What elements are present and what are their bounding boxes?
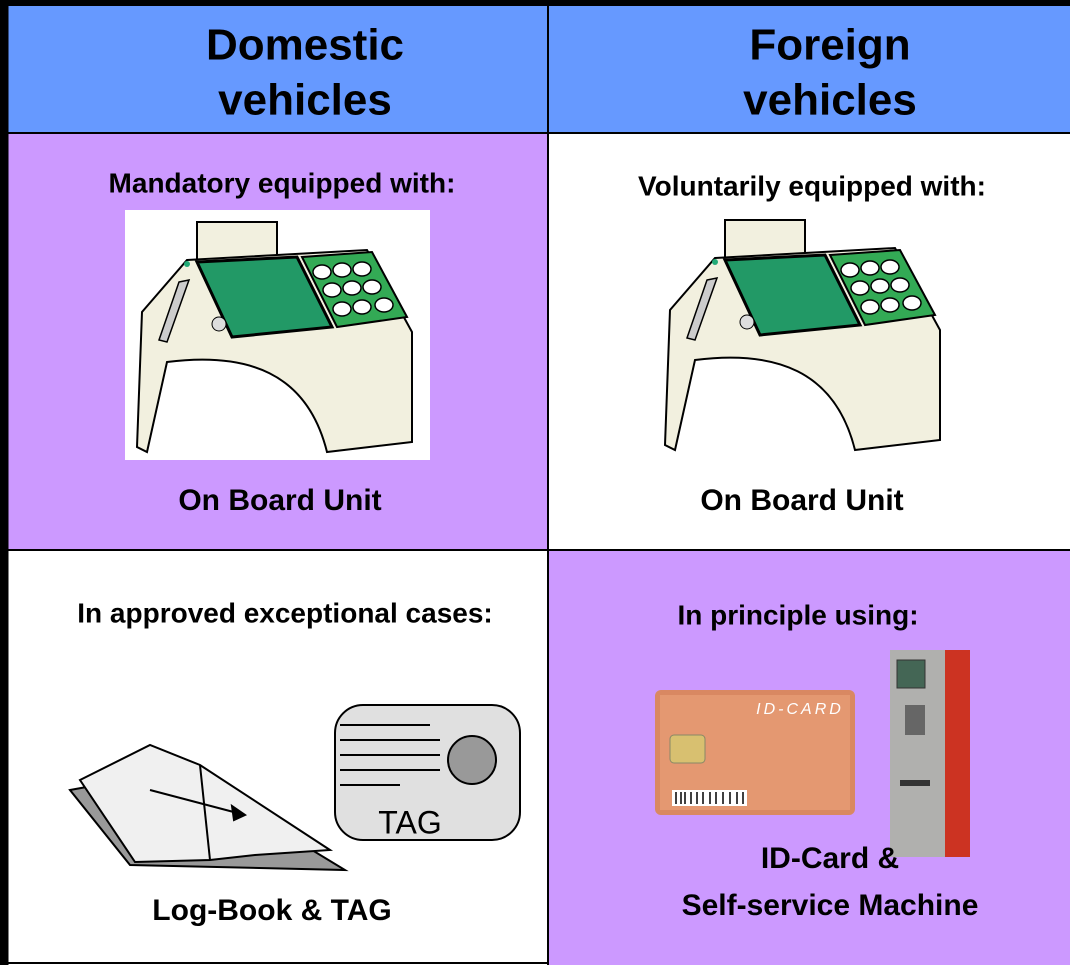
cell-heading: In approved exceptional cases: [77, 597, 493, 628]
cell-caption: Log-Book & TAG [152, 894, 391, 927]
logbook-icon [68, 743, 349, 872]
id-card-label: ID-CARD [756, 701, 844, 718]
column-title: Domestic [206, 21, 404, 70]
cell-heading: In principle using: [677, 599, 918, 630]
cell-caption: Self-service Machine [682, 889, 979, 922]
cell-caption: On Board Unit [700, 484, 903, 517]
machine-icon [890, 650, 970, 857]
cell-caption: ID-Card & [761, 842, 899, 875]
column-title: vehicles [743, 76, 917, 125]
header-bg [0, 0, 1070, 133]
tag-label: TAG [378, 804, 441, 840]
column-title: Foreign [749, 21, 910, 70]
cell-heading: Mandatory equipped with: [109, 167, 456, 198]
cell-heading: Voluntarily equipped with: [638, 170, 986, 201]
cell-caption: On Board Unit [178, 484, 381, 517]
column-title: vehicles [218, 76, 392, 125]
tag-icon: TAG [334, 704, 521, 841]
id-card-icon: ID-CARD [655, 690, 855, 815]
